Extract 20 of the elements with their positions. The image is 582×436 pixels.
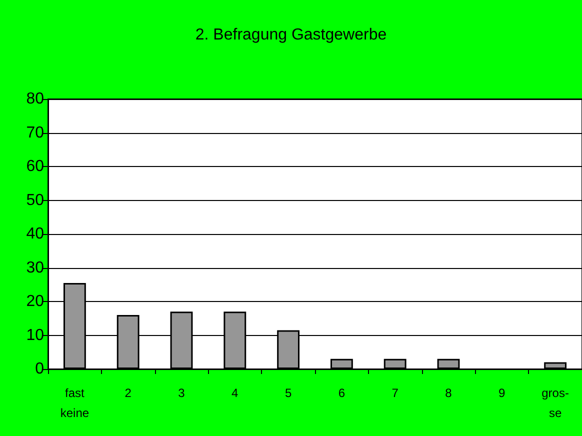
y-tick-label: 0 <box>35 360 44 378</box>
y-tick-label: 60 <box>26 158 44 175</box>
y-tick-label: 80 <box>26 90 44 108</box>
y-tick-label: 30 <box>26 259 44 276</box>
y-tick-label: 70 <box>26 124 44 142</box>
chart-title: 2. Befragung Gastgewerbe <box>195 26 387 44</box>
x-tick-label: fast keine <box>60 386 90 420</box>
y-tick-label: 20 <box>26 293 44 310</box>
y-tick-label: 10 <box>26 326 44 344</box>
x-tick-label: 4 <box>232 386 239 400</box>
x-tick-label: 9 <box>498 386 506 400</box>
x-tick-label: 2 <box>124 386 132 400</box>
x-tick-label: 8 <box>445 386 452 400</box>
x-tick-label: gros- se <box>542 386 569 420</box>
y-tick-label: 50 <box>26 192 44 209</box>
y-tick-label: 40 <box>26 226 44 242</box>
x-tick-label: 6 <box>338 386 346 400</box>
x-tick-label: 5 <box>284 386 292 400</box>
x-tick-label: 7 <box>392 386 399 400</box>
x-tick-label: 3 <box>178 386 186 400</box>
